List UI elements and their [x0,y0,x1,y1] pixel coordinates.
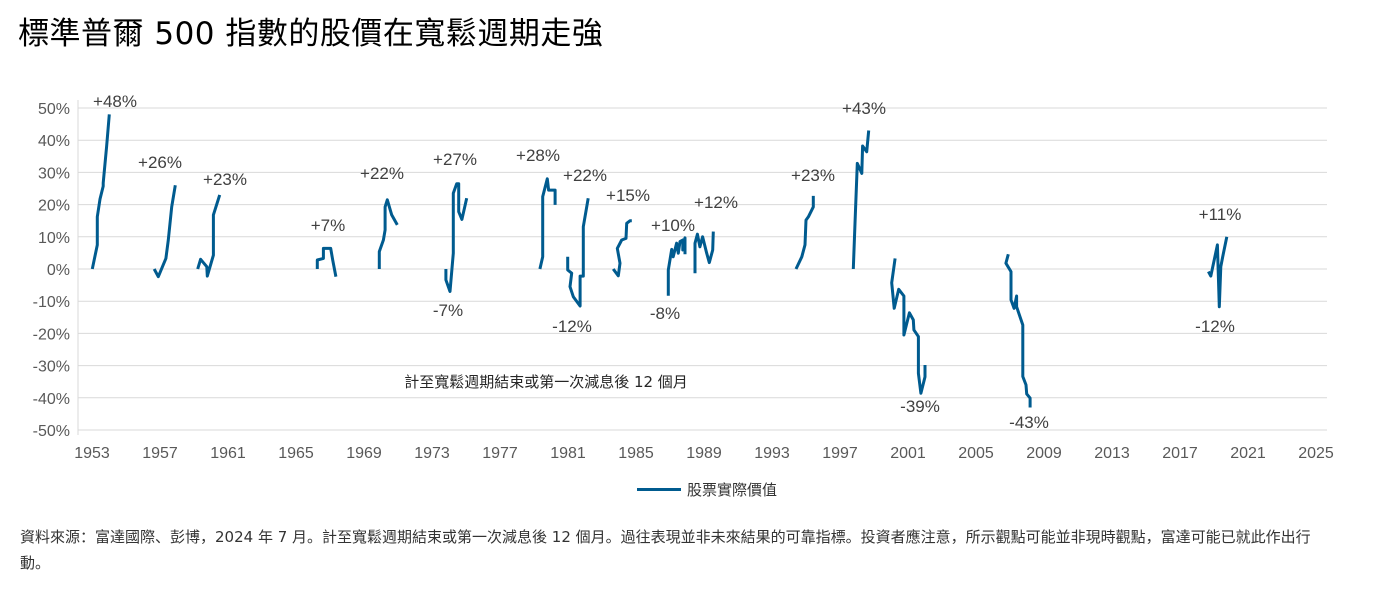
gridlines [77,100,1327,435]
y-tick-label: 10% [38,230,70,247]
series-line [794,195,815,270]
series-line [890,258,927,395]
y-tick-label: 0% [47,262,70,279]
y-tick-label: -40% [33,391,70,408]
series-line [90,114,111,270]
legend-swatch [637,488,681,491]
x-tick-label: 1977 [482,445,518,462]
series-line [1207,236,1229,309]
series-line [196,194,222,278]
x-tick-label: 2013 [1094,445,1130,462]
x-tick-label: 1997 [822,445,858,462]
x-tick-label: 2001 [890,445,926,462]
series-line [377,198,399,269]
series-line [444,182,469,293]
footnote: 資料來源：富達國際、彭博，2024 年 7 月。計至寬鬆週期結束或第一次減息後 … [20,528,1311,572]
y-tick-label: 40% [38,133,70,150]
series-lines [90,114,1229,408]
data-label: +27% [433,150,477,169]
data-label: -7% [433,301,463,320]
data-label: +48% [93,92,137,111]
data-label: -39% [900,397,940,416]
x-tick-label: 1953 [74,445,110,462]
y-tick-label: -30% [33,359,70,376]
data-label: +10% [651,216,695,235]
y-tick-label: -10% [33,294,70,311]
series-line [1004,253,1032,408]
data-label: +26% [138,153,182,172]
data-label: +23% [791,166,835,185]
x-tick-label: 1965 [278,445,314,462]
data-label: +12% [694,193,738,212]
series-line [851,130,871,270]
data-label: -12% [1195,317,1235,336]
y-tick-label: 50% [38,101,70,118]
series-line [693,231,715,274]
data-label: +22% [360,164,404,183]
data-labels: +48%+26%+23%+7%+22%+27%-7%+28%+22%-12%+1… [93,92,1241,432]
x-tick-label: 2017 [1162,445,1198,462]
x-tick-label: 1981 [550,445,586,462]
y-tick-label: 20% [38,198,70,215]
data-label: +22% [563,166,607,185]
y-tick-label: -20% [33,326,70,343]
x-tick-label: 2021 [1230,445,1266,462]
x-tick-label: 2005 [958,445,994,462]
series-line [612,219,632,278]
series-line [538,177,557,270]
y-tick-label: 30% [38,165,70,182]
x-tick-label: 1969 [346,445,382,462]
y-axis-ticks: 50% 40% 30% 20% 10% 0% -10% -20% -30% -40% -50% [33,101,70,440]
series-line [566,197,590,308]
series-line [666,236,687,296]
x-tick-label: 1973 [414,445,450,462]
x-tick-label: 1989 [686,445,722,462]
x-tick-label: 2009 [1026,445,1062,462]
x-axis-ticks: 1953 1957 1961 1965 1969 1973 1977 1981 1985 1989… [74,445,1334,462]
data-label: -8% [650,304,680,323]
legend: 股票實際價值 [637,479,777,500]
x-tick-label: 1993 [754,445,790,462]
series-line [152,185,177,279]
chart-annotation: 計至寬鬆週期結束或第一次減息後 12 個月 [404,373,688,391]
legend-label: 股票實際價值 [687,481,778,499]
x-tick-label: 1961 [210,445,246,462]
x-tick-label: 1985 [618,445,654,462]
x-tick-label: 2025 [1298,445,1334,462]
data-label: +7% [311,216,346,235]
chart-title: 標準普爾 500 指數的股價在寬鬆週期走強 [18,16,604,52]
y-tick-label: -50% [33,423,70,440]
data-label: +11% [1199,205,1242,224]
data-label: -43% [1009,413,1049,432]
data-label: +15% [606,186,650,205]
data-label: -12% [552,317,592,336]
data-label: +23% [203,170,247,189]
data-label: +43% [842,99,886,118]
x-tick-label: 1957 [142,445,178,462]
data-label: +28% [516,146,560,165]
series-line [315,246,338,277]
